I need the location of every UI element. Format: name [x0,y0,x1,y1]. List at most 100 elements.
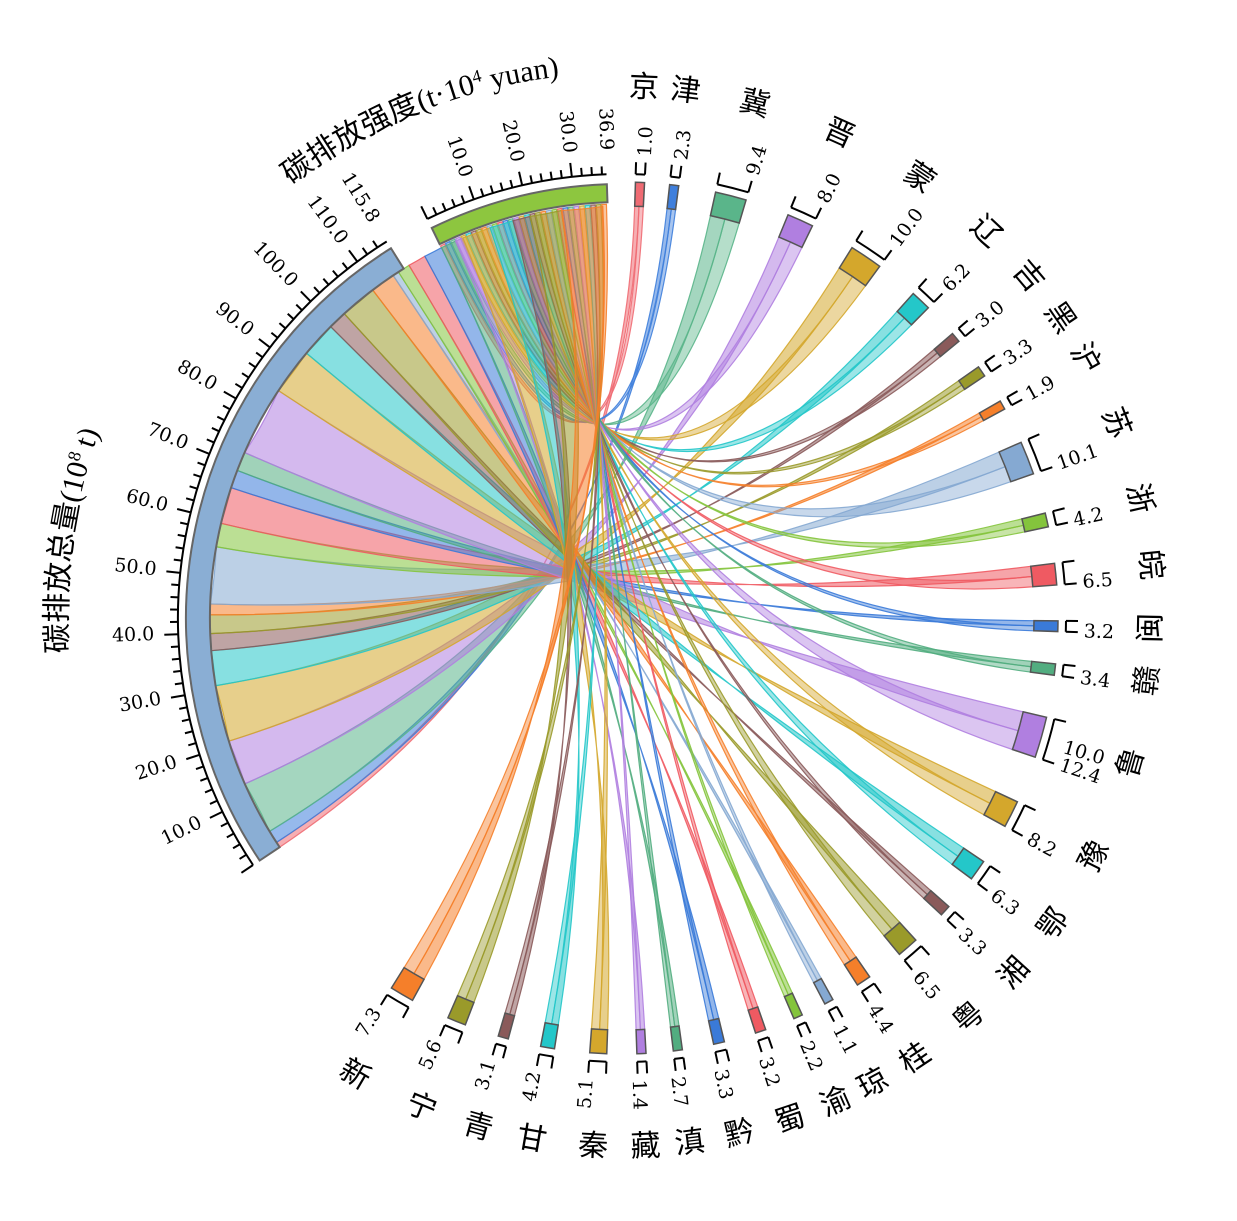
province-axis-line [757,1036,769,1042]
total-axis-tick [181,718,190,723]
province-axis-line [386,993,410,1009]
province-arc-湘 [922,889,950,916]
province-axis-tick [725,1049,731,1062]
province-arc-津 [666,183,680,211]
province-axis-line [717,183,749,194]
total-axis-title-zh: 碳排放总量 [40,499,87,654]
province-axis-tick [883,249,893,261]
province-axis-tick [989,865,1001,874]
province-arc-新 [390,966,426,1002]
province-axis-tick [587,1060,591,1073]
province-name-label: 琼 [852,1061,895,1106]
province-value-label: 8.2 [1023,828,1060,862]
province-name-label: 晋 [818,111,860,155]
total-axis-tick [239,853,247,860]
province-name-label: 黑 [1037,295,1083,340]
province-axis-line [670,175,680,179]
total-axis-tick [223,390,237,400]
province-arc-沪 [978,400,1006,422]
province-axis-line [495,1042,507,1048]
province-axis-tick [669,164,673,177]
province-value-label: 10.0 [885,204,928,251]
province-axis-tick [1062,559,1075,564]
province-value-label: 10.1 [1054,440,1101,475]
province-value-label: 2.2 [795,1038,827,1074]
intensity-ribbon-津 [444,208,677,423]
intensity-ribbon-粤 [534,211,893,937]
province-axis-tick [716,172,721,185]
province-value-label: 4.2 [1071,503,1105,531]
total-axis-tick [232,843,241,850]
total-axis-tick [170,645,179,648]
province-axis-tick [439,1024,446,1037]
province-name-label: 鲁 [1110,744,1152,782]
province-axis-tick [1063,663,1076,668]
province-arc-蜀 [747,1006,767,1034]
province-name-label: 津 [669,72,703,110]
province-value-label: 2.7 [666,1075,691,1108]
total-axis-tick [204,788,213,794]
intensity-ribbon-琼 [545,209,819,984]
total-axis-tick [197,461,206,467]
intensity-ribbon-黑 [475,228,966,475]
province-value-label: 6.3 [986,885,1023,921]
province-arc-苏 [998,441,1035,483]
intensity-ribbon-皖 [496,221,1034,590]
province-value-label: 5.6 [415,1037,447,1073]
province-axis-tick [678,165,683,178]
province-name-label: 桂 [893,1036,937,1082]
total-axis-tick [240,864,254,874]
province-name-label: 蜀 [770,1098,810,1141]
province-axis-tick [1062,675,1075,679]
intensity-axis-tick [479,188,485,197]
province-axis-tick [790,195,797,208]
province-value-label: 1.4 [628,1079,651,1110]
total-axis-tick [174,682,183,686]
total-axis-tick [255,351,264,359]
total-axis-tick [184,730,193,735]
province-arc-黑 [957,365,986,391]
province-axis-tick [757,1040,763,1053]
province-name-label: 沪 [1063,337,1108,380]
province-axis-tick [1011,398,1023,407]
province-arc-浙 [1020,512,1050,533]
province-axis-line [1061,664,1065,677]
province-value-label: 8.0 [813,170,846,207]
total-axis-tick-label: 110.0 [303,191,353,248]
total-axis-tick-label: 50.0 [113,554,157,580]
province-name-label: 藏 [630,1128,662,1164]
province-axis-tick [796,1025,803,1038]
province-value-label: 3.2 [754,1054,784,1090]
total-axis-line [177,240,388,866]
total-axis-tick [195,765,204,771]
province-axis-tick [550,1056,555,1069]
province-axis-tick [767,1036,774,1049]
province-name-label: 甘 [514,1119,550,1159]
province-arc-桂 [843,956,871,987]
province-axis-tick [1042,758,1055,765]
province-name-label: 浙 [1119,480,1160,517]
total-axis-tick-label: 20.0 [133,751,180,785]
province-value-label: 3.0 [971,296,1008,332]
total-axis-tick [287,313,295,320]
intensity-ribbon-沪 [480,226,985,488]
intensity-ribbon-蜀 [556,207,754,1011]
intensity-axis-tick [441,202,447,211]
province-arc-粤 [883,921,917,956]
total-axis-tick [341,262,349,270]
intensity-ribbon-藏 [573,205,642,1031]
province-axis-tick [1054,718,1067,723]
intensity-ribbon-闽 [502,219,1035,632]
intensity-ribbon-鄂 [523,213,959,866]
province-name-label: 新 [333,1052,377,1097]
total-axis-tick [313,286,321,294]
province-value-label: 1.9 [1022,372,1059,406]
province-arc-青 [497,1012,516,1040]
province-axis-tick [1027,433,1040,441]
province-arc-秦 [588,1028,609,1055]
province-axis-tick [946,919,957,930]
province-value-label: 9.4 [742,143,772,178]
intensity-axis-tick-label: 10.0 [442,133,477,180]
province-axis-line [1061,562,1066,585]
province-arc-晋 [777,213,814,249]
